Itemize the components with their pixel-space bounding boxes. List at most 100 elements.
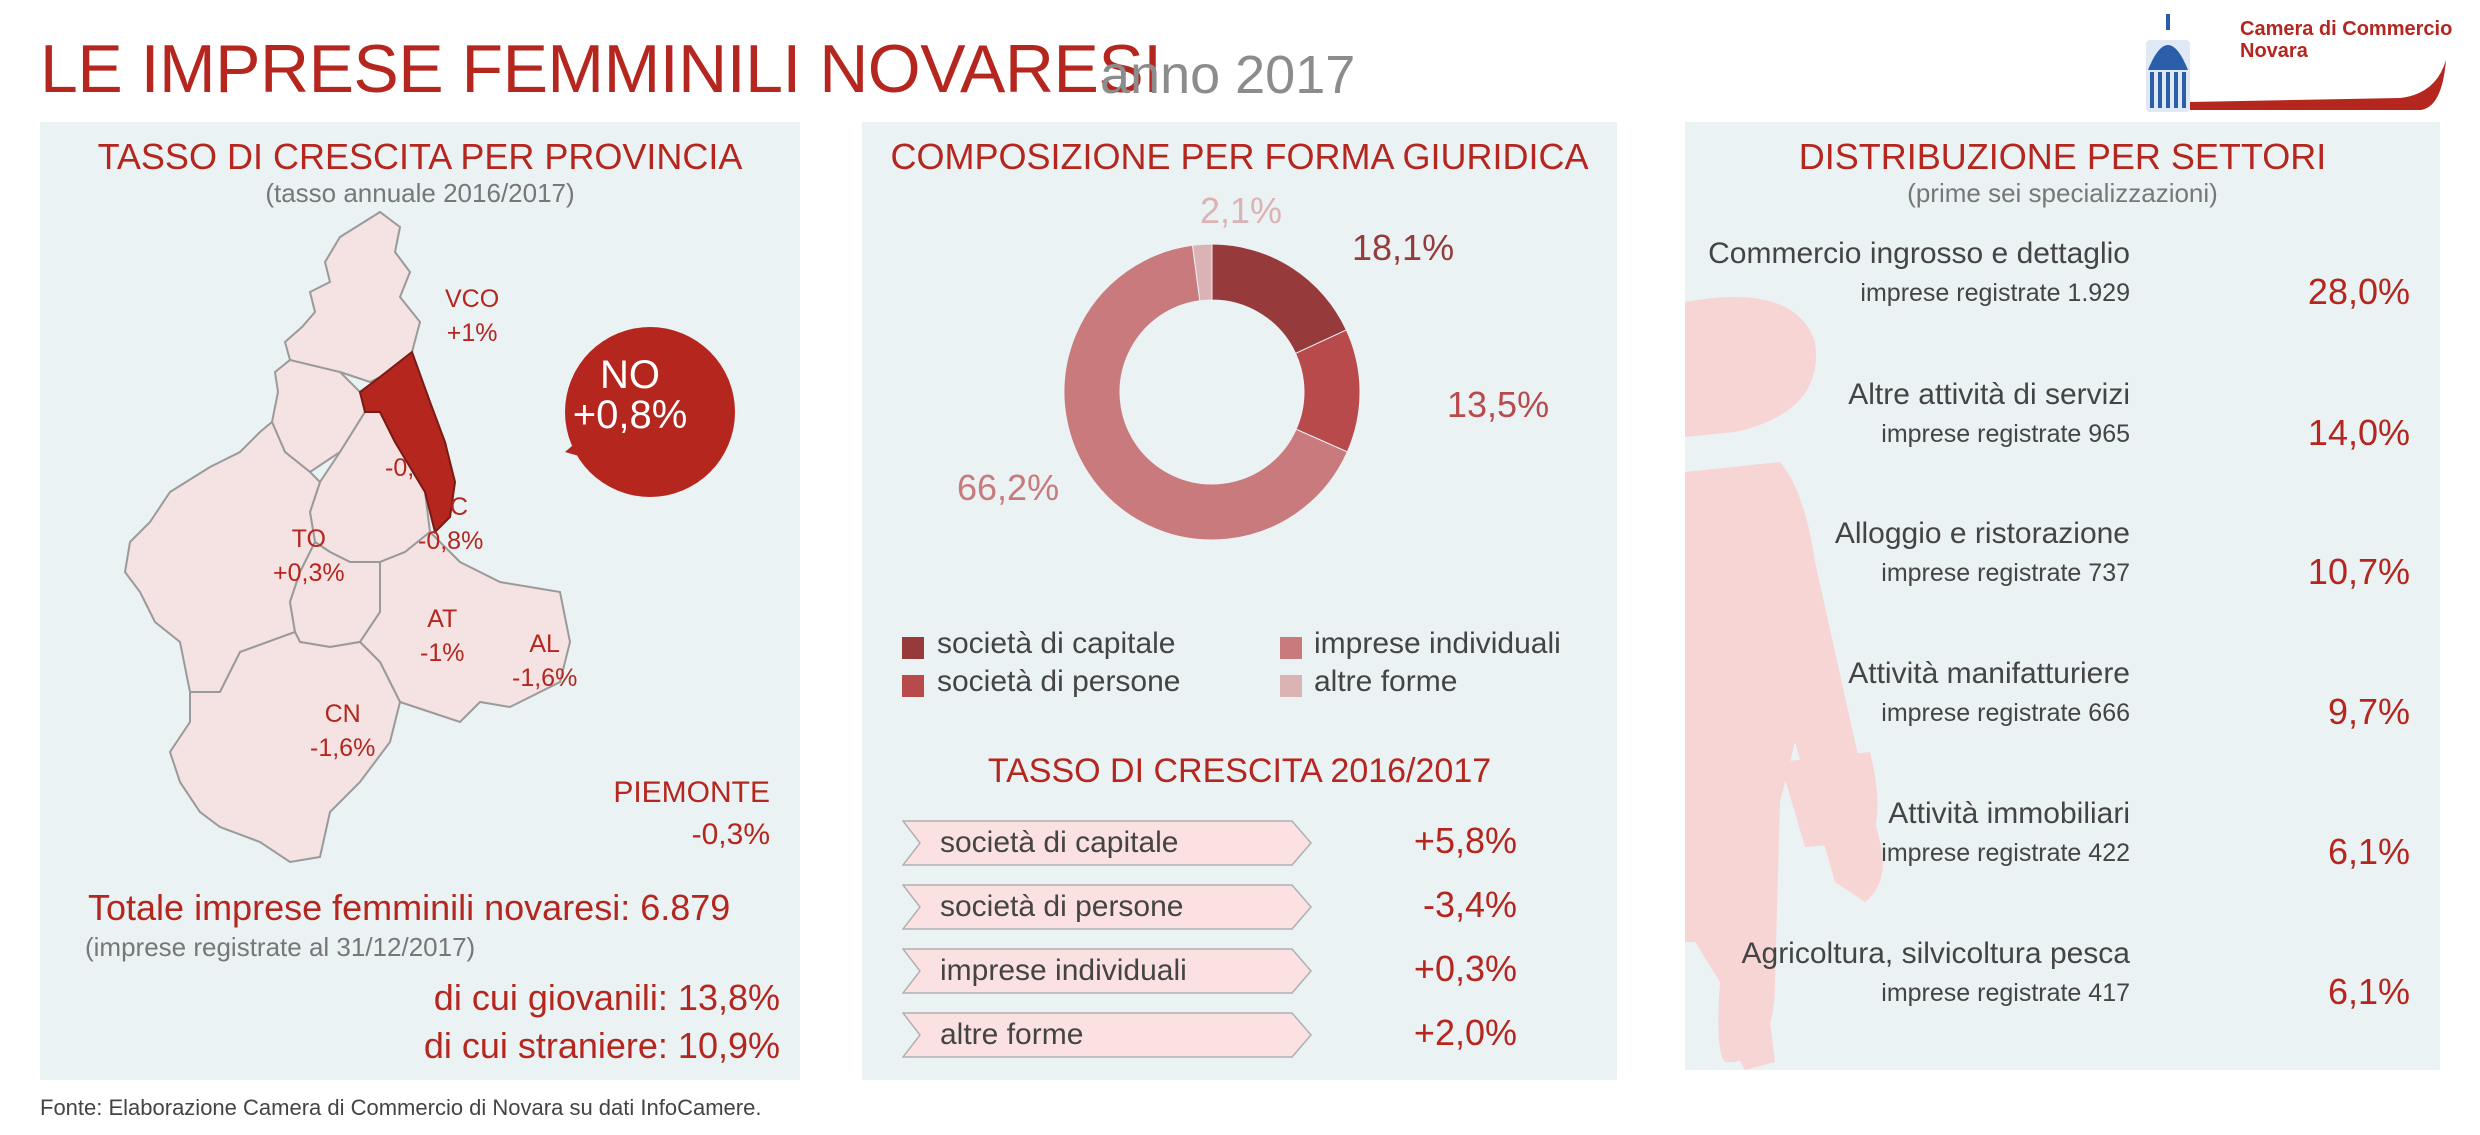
sector-name: Agricoltura, silvicoltura pesca: [1741, 937, 2131, 970]
piemonte-map: [123, 210, 735, 864]
legend-label-altre: altre forme: [1314, 665, 1458, 698]
growth-row: altre forme +2,0%: [862, 1006, 1617, 1066]
legal-form-title: COMPOSIZIONE PER FORMA GIURIDICA: [890, 136, 1589, 177]
sector-item: Altre attività di servizi imprese regist…: [1685, 378, 2440, 488]
map-label-vco: VCO +1%: [445, 282, 499, 350]
sector-count: imprese registrate 1.929: [1860, 279, 2130, 307]
growth-label: imprese individuali: [940, 954, 1187, 987]
legend-swatch-individuali: [1280, 637, 1302, 659]
sector-pct: 6,1%: [2327, 971, 2410, 1012]
donut-label-capitale: 18,1%: [1352, 227, 1455, 268]
region-value: -0,3%: [691, 818, 770, 851]
province-code: BI: [405, 420, 430, 448]
province-value: -1,6%: [310, 734, 376, 762]
map-label-to: TO +0,3%: [273, 522, 345, 590]
province-code: AT: [427, 605, 458, 633]
legend-swatch-capitale: [902, 637, 924, 659]
map-label-vc: VC -0,8%: [418, 490, 483, 558]
legend-label-persone: società di persone: [937, 665, 1181, 698]
growth-label: altre forme: [940, 1018, 1084, 1051]
province-panel-subtitle: (tasso annuale 2016/2017): [265, 178, 575, 208]
growth-arrow-shape: [902, 884, 1312, 930]
legend-label-capitale: società di capitale: [937, 627, 1176, 660]
map-label-cn: CN -1,6%: [310, 697, 375, 765]
legal-form-panel: COMPOSIZIONE PER FORMA GIURIDICA 18,1% 1…: [862, 122, 1617, 1080]
sector-name: Attività immobiliari: [1888, 797, 2130, 830]
province-value: -0,7%: [385, 454, 451, 482]
province-value: -1%: [420, 639, 465, 667]
sector-count: imprese registrate 666: [1881, 699, 2130, 727]
sector-pct: 14,0%: [2307, 412, 2410, 453]
donut-label-persone: 13,5%: [1447, 384, 1550, 425]
province-code: VC: [433, 493, 469, 521]
map-region-vco: [283, 210, 422, 384]
sector-item: Commercio ingrosso e dettaglio imprese r…: [1685, 237, 2440, 347]
donut-label-individuali: 66,2%: [957, 467, 1060, 508]
growth-arrow-shape: [902, 1012, 1312, 1058]
sector-item: Attività manifatturiere imprese registra…: [1685, 657, 2440, 767]
province-growth-panel: TASSO DI CRESCITA PER PROVINCIA (tasso a…: [40, 122, 800, 1080]
sector-panel: DISTRIBUZIONE PER SETTORI (prime sei spe…: [1685, 122, 2440, 1070]
growth-label: società di capitale: [940, 826, 1179, 859]
sector-name: Attività manifatturiere: [1848, 657, 2130, 690]
young-label: di cui giovanili: 13,8%: [433, 977, 780, 1018]
donut-slice-altre: [1191, 243, 1213, 302]
map-label-at: AT -1%: [420, 602, 464, 670]
page-title: LE IMPRESE FEMMINILI NOVARESI: [40, 31, 1162, 107]
page-subtitle: anno 2017: [1100, 45, 1356, 105]
donut-slice-individuali: [1063, 244, 1348, 541]
growth-arrow-shape: [902, 820, 1312, 866]
sector-count: imprese registrate 965: [1881, 420, 2130, 448]
logo-text: Camera di Commercio Novara: [2240, 18, 2452, 62]
legal-form-donut: [1063, 243, 1361, 541]
growth-label: società di persone: [940, 890, 1184, 923]
total-note: (imprese registrate al 31/12/2017): [85, 932, 476, 962]
source-footer: Fonte: Elaborazione Camera di Commercio …: [40, 1095, 762, 1120]
growth-value: +5,8%: [1413, 820, 1517, 861]
sector-pct: 6,1%: [2327, 831, 2410, 872]
sector-count: imprese registrate 737: [1881, 559, 2130, 587]
novara-value: +0,8%: [572, 393, 688, 437]
sector-count: imprese registrate 422: [1881, 839, 2130, 867]
legend-swatch-persone: [902, 675, 924, 697]
sector-item: Alloggio e ristorazione imprese registra…: [1685, 517, 2440, 627]
map-label-al: AL -1,6%: [512, 627, 577, 695]
foreign-label: di cui straniere: 10,9%: [423, 1025, 780, 1066]
province-value: +1%: [446, 319, 498, 347]
woman-silhouette: [1685, 297, 1883, 1070]
chamber-logo: [2146, 14, 2446, 112]
province-code: AL: [529, 630, 560, 658]
total-label: Totale imprese femminili novaresi: 6.879: [88, 887, 731, 928]
sector-panel-title: DISTRIBUZIONE PER SETTORI: [1798, 136, 2327, 177]
piemonte-summary: PIEMONTE -0,3%: [580, 772, 770, 856]
sector-name: Commercio ingrosso e dettaglio: [1708, 237, 2130, 270]
sector-panel-subtitle: (prime sei specializzazioni): [1907, 178, 2218, 208]
province-panel-title: TASSO DI CRESCITA PER PROVINCIA: [97, 136, 743, 177]
growth-value: +0,3%: [1413, 948, 1517, 989]
map-region-cn: [168, 630, 402, 864]
legend-label-individuali: imprese individuali: [1314, 627, 1561, 660]
donut-label-altre: 2,1%: [1200, 190, 1283, 231]
province-code: VCO: [445, 285, 500, 313]
province-code: CN: [324, 700, 361, 728]
sector-item: Agricoltura, silvicoltura pesca imprese …: [1685, 937, 2440, 1047]
province-value: -0,8%: [418, 527, 484, 555]
sector-pct: 10,7%: [2307, 551, 2410, 592]
sector-name: Altre attività di servizi: [1848, 378, 2130, 411]
logo-text-line1: Camera di Commercio: [2240, 18, 2453, 40]
sector-pct: 28,0%: [2307, 271, 2410, 312]
region-name: PIEMONTE: [613, 776, 770, 809]
growth-row: società di capitale +5,8%: [862, 814, 1617, 874]
province-value: -1,6%: [512, 664, 578, 692]
logo-text-line2: Novara: [2240, 40, 2308, 62]
legend-swatch-altre: [1280, 675, 1302, 697]
growth-arrow-shape: [902, 948, 1312, 994]
growth-value: -3,4%: [1422, 884, 1517, 925]
sector-pct: 9,7%: [2327, 691, 2410, 732]
novara-callout-bubble: [565, 327, 735, 497]
donut-slice-capitale: [1211, 243, 1348, 355]
map-region-no: [358, 350, 457, 534]
growth-row: imprese individuali +0,3%: [862, 942, 1617, 1002]
growth-row: società di persone -3,4%: [862, 878, 1617, 938]
sector-item: Attività immobiliari imprese registrate …: [1685, 797, 2440, 907]
